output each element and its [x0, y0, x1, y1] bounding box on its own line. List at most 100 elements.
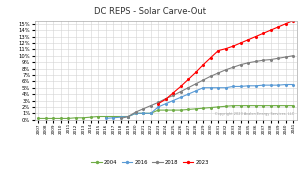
2004	[149, 112, 153, 114]
2004	[112, 115, 115, 117]
2016	[149, 112, 153, 114]
Line: 2023: 2023	[158, 20, 294, 104]
2004	[142, 112, 145, 114]
2004	[52, 117, 55, 120]
2023	[284, 23, 287, 25]
2016	[179, 96, 182, 98]
2023	[254, 36, 257, 38]
2004	[284, 105, 287, 107]
2004	[172, 109, 175, 111]
2018	[254, 60, 257, 62]
2016	[104, 117, 108, 120]
2023	[224, 48, 228, 50]
2018	[277, 57, 280, 59]
2016	[224, 87, 228, 89]
2016	[247, 85, 250, 87]
2023	[202, 64, 205, 66]
Text: Copyright 2023 Avalon Energy Services, LLC: Copyright 2023 Avalon Energy Services, L…	[215, 112, 294, 116]
2016	[142, 112, 145, 114]
2023	[269, 29, 273, 31]
2004	[82, 117, 85, 119]
2004	[37, 117, 40, 120]
2004	[262, 105, 265, 107]
2023	[157, 103, 160, 105]
2016	[164, 103, 167, 105]
2018	[127, 115, 130, 117]
2016	[157, 106, 160, 108]
2004	[97, 115, 100, 117]
2016	[112, 117, 115, 119]
2023	[292, 19, 295, 22]
2004	[247, 105, 250, 107]
2018	[292, 55, 295, 57]
2016	[194, 90, 198, 92]
2004	[187, 108, 190, 110]
2004	[239, 105, 243, 107]
2018	[232, 66, 235, 68]
2018	[172, 94, 175, 96]
2004	[277, 105, 280, 107]
2016	[119, 116, 123, 118]
2016	[209, 87, 212, 89]
2016	[239, 85, 243, 87]
Line: 2016: 2016	[105, 84, 294, 119]
2004	[292, 105, 295, 107]
2018	[119, 117, 123, 120]
2016	[232, 85, 235, 87]
2016	[292, 83, 295, 86]
2018	[134, 111, 137, 113]
2004	[179, 109, 182, 111]
2016	[187, 93, 190, 95]
2016	[172, 100, 175, 102]
2016	[277, 84, 280, 86]
2018	[217, 72, 220, 74]
2023	[209, 57, 212, 59]
2016	[284, 83, 287, 86]
2004	[217, 106, 220, 108]
2004	[194, 108, 198, 110]
2016	[254, 85, 257, 87]
2018	[202, 79, 205, 81]
2023	[262, 32, 265, 34]
2018	[239, 64, 243, 66]
2004	[269, 105, 273, 107]
2018	[164, 98, 167, 100]
2004	[119, 115, 123, 117]
2016	[217, 87, 220, 89]
2004	[164, 109, 167, 111]
2004	[134, 112, 137, 114]
2018	[224, 69, 228, 71]
2023	[247, 39, 250, 41]
Line: 2004: 2004	[38, 105, 294, 119]
2018	[179, 90, 182, 93]
2016	[262, 84, 265, 86]
Line: 2018: 2018	[120, 55, 294, 119]
2004	[104, 115, 108, 117]
2018	[262, 59, 265, 61]
2004	[209, 107, 212, 109]
2018	[187, 87, 190, 89]
2023	[277, 26, 280, 28]
2023	[239, 42, 243, 44]
2016	[202, 87, 205, 89]
2016	[127, 115, 130, 117]
2018	[247, 62, 250, 64]
2016	[134, 112, 137, 114]
2004	[157, 109, 160, 111]
2004	[59, 117, 63, 120]
2018	[194, 83, 198, 85]
Legend: 2004, 2016, 2018, 2023: 2004, 2016, 2018, 2023	[89, 157, 211, 167]
2016	[269, 84, 273, 86]
2004	[224, 105, 228, 107]
2018	[157, 101, 160, 103]
2023	[194, 71, 198, 73]
2004	[254, 105, 257, 107]
2023	[217, 50, 220, 52]
2018	[209, 75, 212, 77]
2018	[142, 108, 145, 110]
2004	[232, 105, 235, 107]
2004	[44, 117, 47, 120]
2004	[67, 117, 70, 120]
2023	[164, 98, 167, 100]
2004	[127, 115, 130, 117]
